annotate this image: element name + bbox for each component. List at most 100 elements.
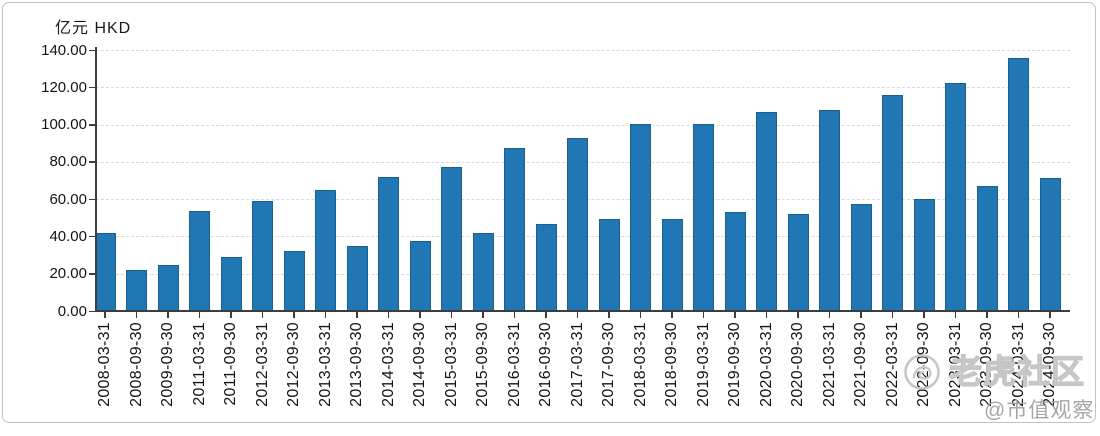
bar [661, 219, 683, 311]
x-axis-tick [828, 312, 831, 318]
x-tick-label: 2019-03-31 [694, 322, 712, 407]
bar [346, 246, 368, 311]
x-axis-tick [954, 312, 957, 318]
bar [787, 214, 809, 311]
x-axis-tick [860, 312, 862, 318]
x-axis-line [95, 310, 1070, 312]
x-tick-label: 2012-09-30 [285, 322, 302, 407]
x-axis-tick [545, 312, 547, 318]
bar [378, 176, 399, 311]
x-axis-tick [891, 312, 894, 318]
x-tick-label: 2024-03-31 [1009, 322, 1027, 407]
x-axis-tick [482, 312, 484, 318]
y-gridline [96, 50, 1070, 51]
x-axis-tick [734, 312, 736, 318]
y-axis-tick [89, 310, 96, 312]
chart-card: 亿元 HKD 0.00 20.00 40.00 60.00 80.00 100.00 120… [2, 2, 1096, 423]
x-tick-label: 2023-03-31 [946, 322, 964, 407]
x-axis-tick [1049, 312, 1051, 318]
y-axis-tick [89, 235, 96, 238]
y-axis-line [95, 47, 97, 312]
bar [315, 189, 336, 311]
bar [252, 200, 273, 311]
x-axis-tick [702, 312, 705, 318]
x-axis-tick [797, 312, 799, 318]
x-axis-tick [639, 312, 642, 318]
x-tick-label: 2014-03-31 [379, 322, 397, 407]
y-tick-label: 80.00 [49, 153, 87, 171]
x-axis-tick [1017, 312, 1020, 318]
x-tick-label: 2013-03-31 [316, 322, 334, 407]
x-axis-tick [293, 312, 295, 318]
x-axis-tick [513, 312, 516, 318]
bar [283, 251, 305, 311]
bar [126, 269, 147, 311]
y-gridline [96, 124, 1070, 126]
x-axis-tick [104, 312, 106, 318]
bar [630, 124, 651, 311]
x-tick-label: 2020-09-30 [789, 322, 806, 407]
bar [409, 240, 431, 311]
x-tick-label: 2011-09-30 [222, 322, 239, 406]
bar [567, 137, 588, 311]
x-tick-label: 2022-03-31 [883, 322, 901, 407]
bar-chart: 0.00 20.00 40.00 60.00 80.00 100.00 120.00 140.… [3, 3, 1095, 422]
x-tick-label: 2021-09-30 [852, 322, 869, 407]
x-tick-label: 2020-03-31 [757, 322, 775, 407]
x-tick-label: 2015-03-31 [442, 322, 460, 407]
bar [220, 256, 242, 311]
bar [441, 167, 462, 311]
y-tick-label: 60.00 [49, 190, 87, 208]
x-axis-tick [230, 312, 232, 318]
bar [693, 123, 714, 311]
bar [976, 186, 998, 311]
y-axis-tick [89, 161, 96, 163]
bar [756, 111, 777, 311]
bar [157, 265, 179, 311]
x-axis-tick [167, 312, 169, 318]
x-axis-tick [261, 312, 264, 318]
x-tick-label: 2018-09-30 [663, 322, 680, 407]
x-tick-label: 2018-03-31 [631, 322, 649, 407]
x-tick-label: 2024-09-30 [1041, 322, 1058, 407]
x-axis-tick [135, 312, 138, 318]
bar [94, 232, 116, 311]
bar [913, 198, 935, 311]
x-tick-label: 2013-09-30 [348, 322, 365, 407]
x-tick-label: 2016-03-31 [505, 322, 523, 407]
x-axis-tick [324, 312, 327, 318]
x-axis-tick [608, 312, 610, 318]
x-tick-label: 2015-09-30 [474, 322, 491, 407]
x-tick-label: 2019-09-30 [726, 322, 743, 407]
x-tick-label: 2017-09-30 [600, 322, 617, 407]
bar [598, 219, 620, 311]
x-axis-tick [198, 312, 201, 318]
x-axis-tick [576, 312, 579, 318]
bar [724, 211, 746, 311]
y-axis-unit-label: 亿元 HKD [55, 20, 132, 37]
y-axis-tick [89, 273, 96, 275]
bar [189, 211, 210, 311]
x-tick-label: 2023-09-30 [978, 322, 995, 407]
y-tick-label: 20.00 [49, 265, 87, 283]
x-tick-label: 2009-09-30 [159, 322, 176, 407]
bar [1008, 57, 1029, 311]
bar [504, 147, 525, 311]
y-gridline [96, 87, 1070, 89]
x-axis-tick [387, 312, 390, 318]
y-tick-label: 0.00 [57, 302, 87, 320]
x-axis-tick [923, 312, 925, 318]
x-axis-tick [419, 312, 421, 318]
y-axis-tick [89, 124, 96, 126]
bar [535, 224, 557, 311]
x-tick-label: 2012-03-31 [253, 322, 271, 407]
bar [472, 232, 494, 311]
bar [819, 110, 840, 311]
x-tick-label: 2021-03-31 [820, 322, 838, 407]
y-tick-label: 120.00 [41, 78, 87, 96]
y-axis-tick [89, 198, 96, 201]
bar [882, 94, 903, 311]
bar [945, 82, 966, 311]
x-tick-label: 2017-03-31 [568, 322, 586, 407]
bar [850, 203, 872, 311]
